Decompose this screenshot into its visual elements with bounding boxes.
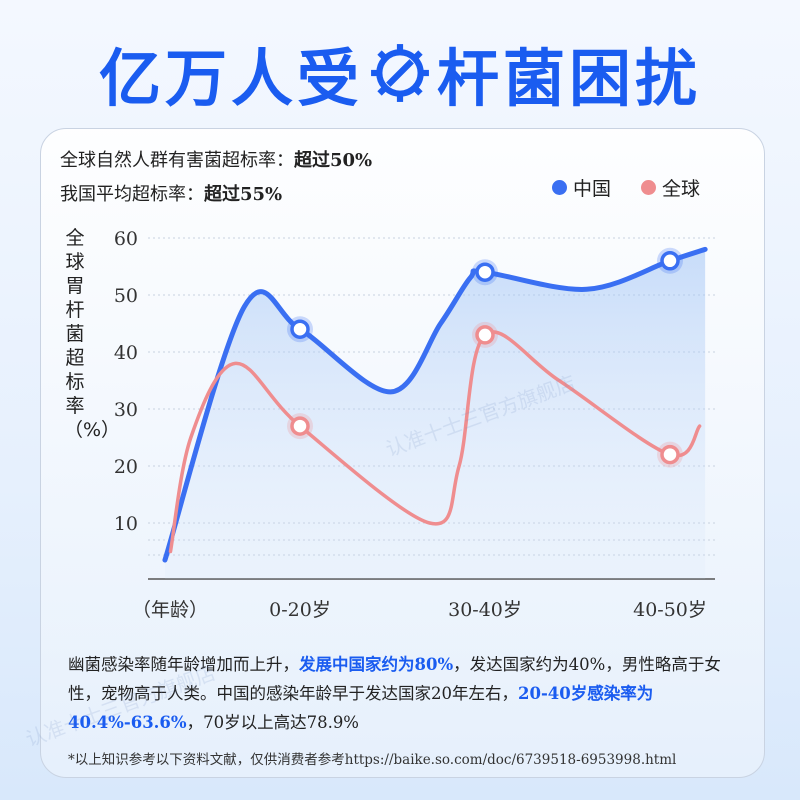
series-line-china [162, 246, 708, 563]
y-tick-label: 50 [114, 285, 138, 307]
data-point [660, 251, 680, 271]
footnote: *以上知识参考以下资料文献，仅供消费者参考https://baike.so.co… [68, 752, 677, 768]
y-tick-label: 30 [114, 399, 138, 421]
y-tick-label: 40 [114, 342, 138, 364]
data-point [290, 319, 310, 339]
stat-china: 我国平均超标率：超过55% [60, 184, 283, 205]
legend-global: 全球 [641, 174, 700, 201]
legend-china: 中国 [552, 174, 611, 201]
data-point [660, 444, 680, 465]
x-tick-label: 30-40岁 [448, 599, 522, 621]
title-part2: 杆菌困扰 [437, 42, 702, 115]
data-point [475, 262, 495, 282]
page-title: 亿万人受 杆菌困扰 [0, 28, 800, 118]
bacteria-icon [371, 44, 429, 102]
x-tick-label: 0-20岁 [269, 599, 331, 621]
y-tick-label: 60 [114, 228, 138, 250]
data-point [475, 325, 495, 345]
series-line-global [168, 330, 702, 554]
title-part1: 亿万人受 [98, 42, 363, 115]
legend: 中国 全球 [552, 174, 700, 201]
x-tick-label: 40-50岁 [633, 599, 707, 621]
data-point [290, 416, 310, 436]
y-tick-label: 20 [114, 456, 138, 478]
y-tick-label: 10 [114, 513, 138, 535]
description: 幽菌感染率随年龄增加而上升，发展中国家约为80%，发达国家约为40%，男性略高于… [68, 655, 721, 732]
x-axis-label: （年龄） [132, 599, 208, 621]
stat-global: 全球自然人群有害菌超标率：超过50% [60, 150, 373, 171]
